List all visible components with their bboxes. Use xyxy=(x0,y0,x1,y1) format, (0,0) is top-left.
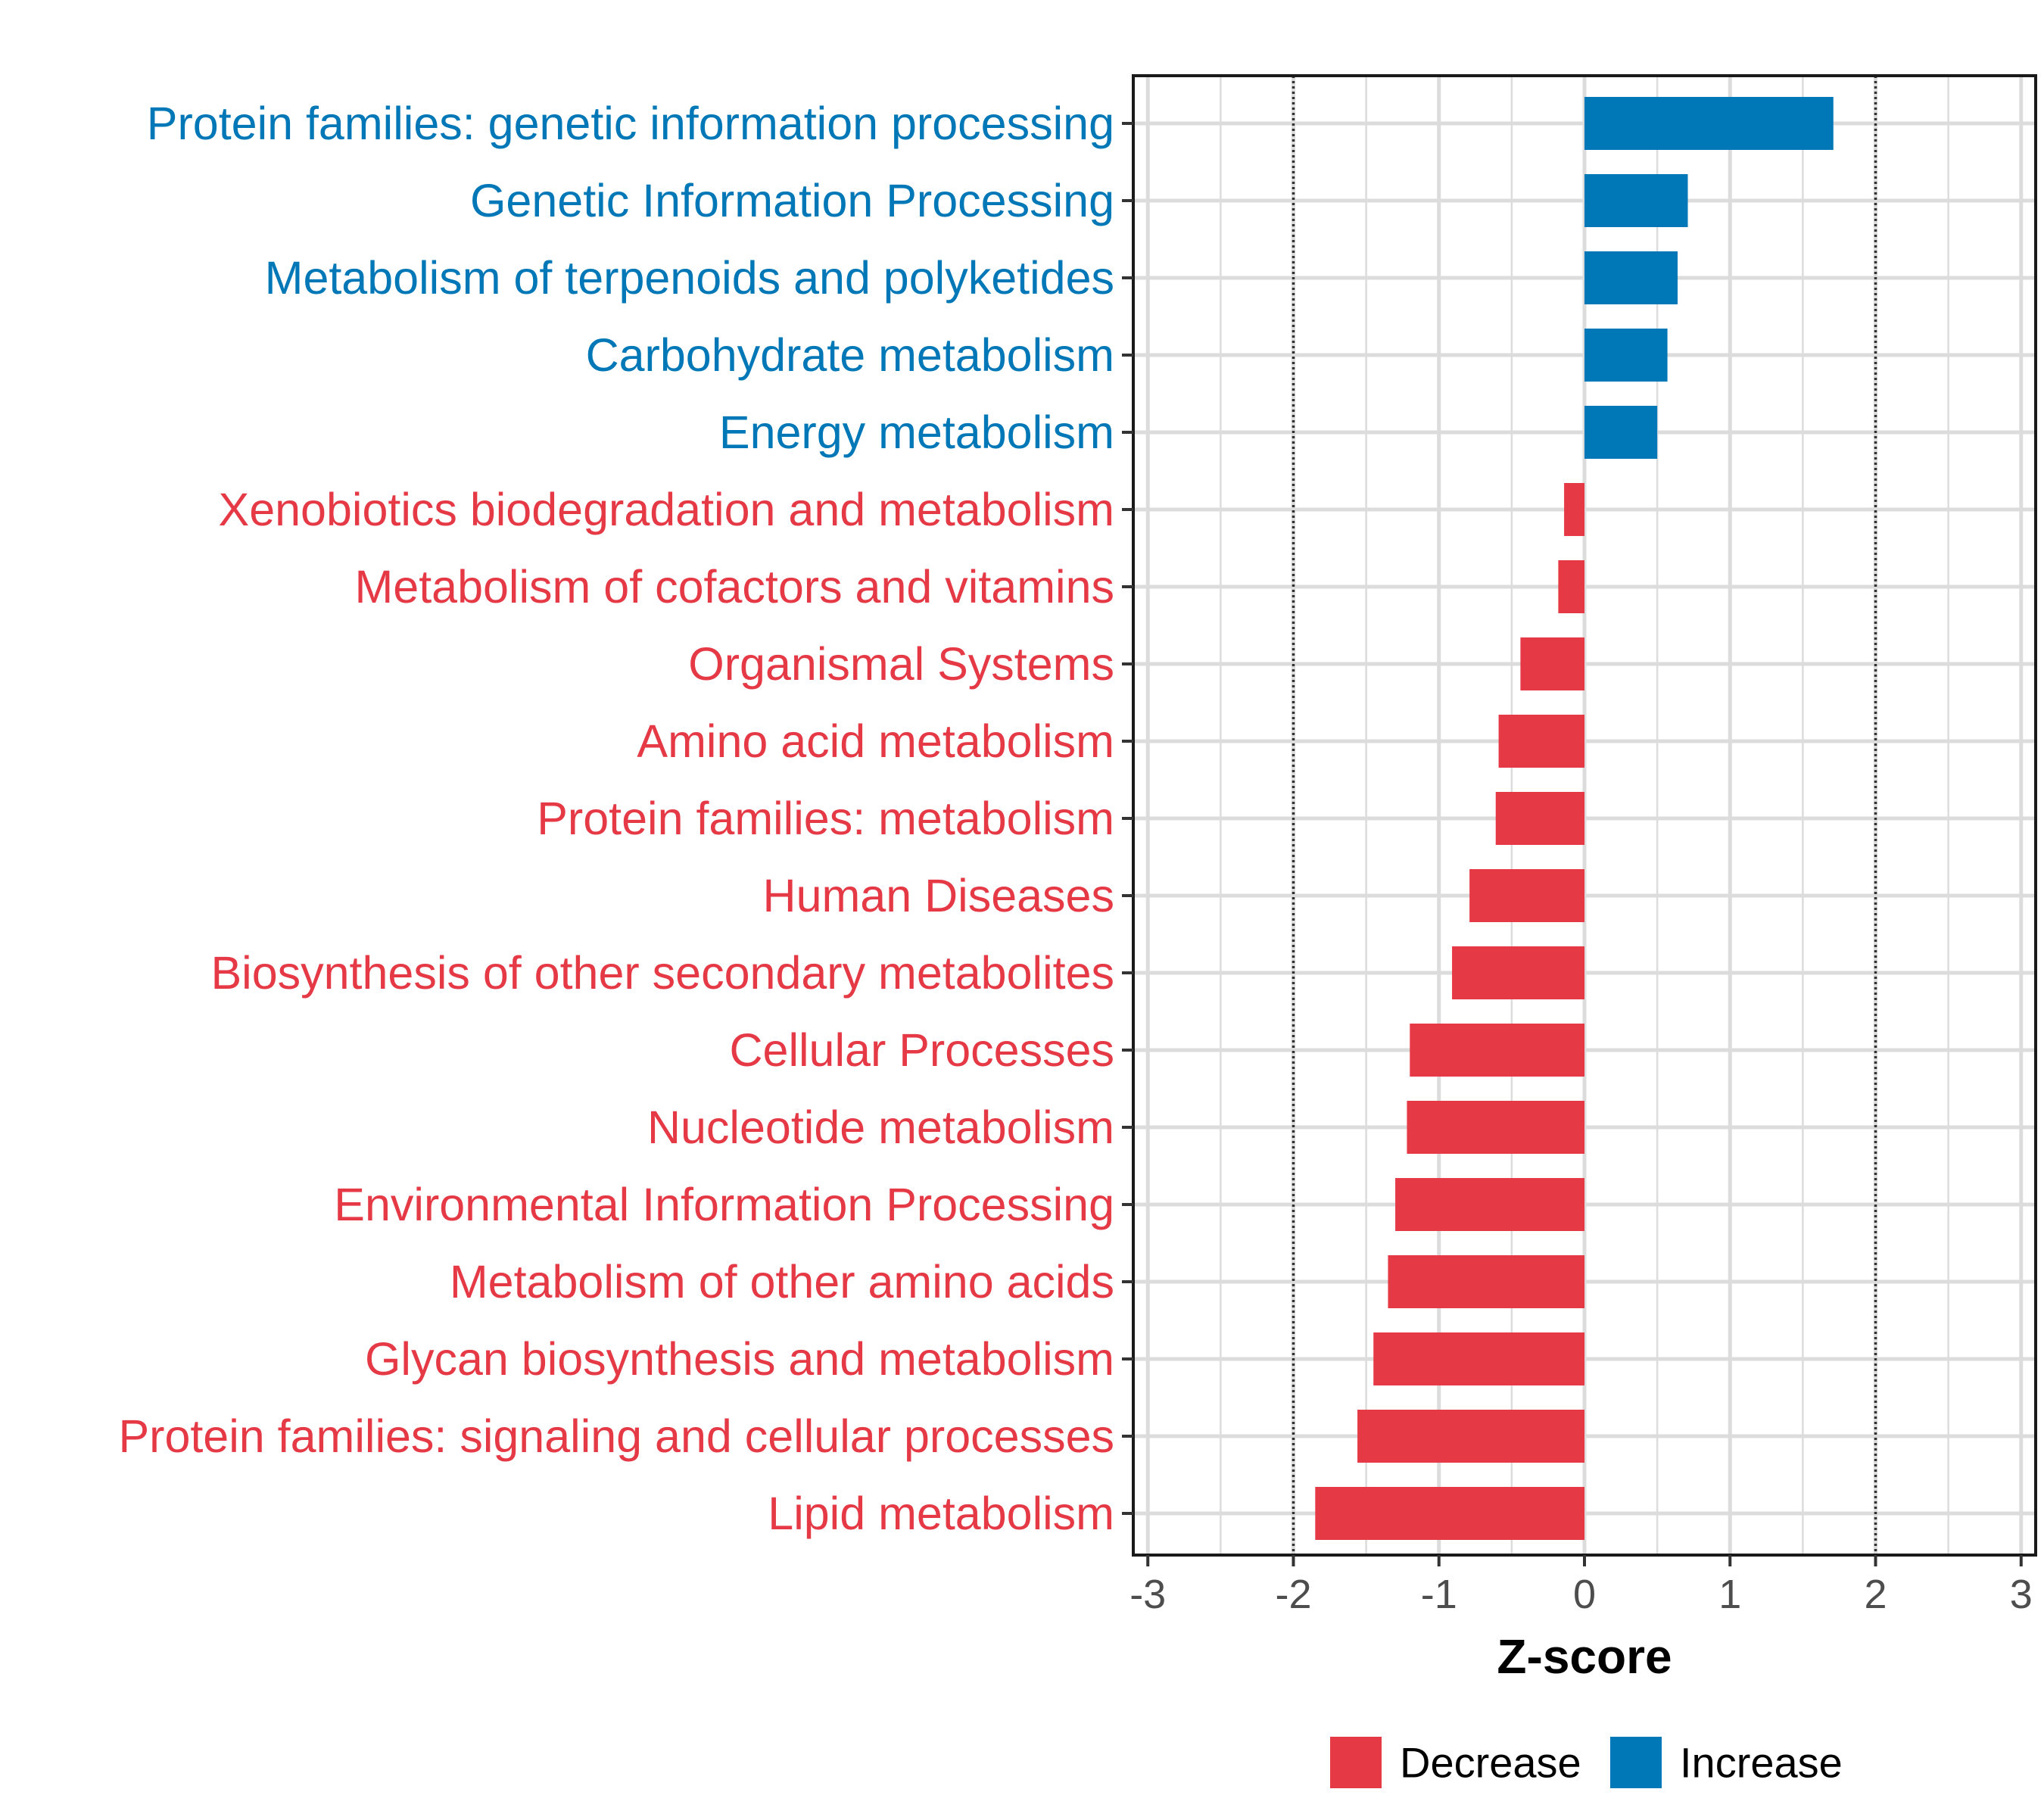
x-tick-label: 0 xyxy=(1573,1572,1596,1617)
bar xyxy=(1498,715,1584,768)
x-axis-title: Z-score xyxy=(1497,1629,1672,1684)
bar xyxy=(1388,1255,1584,1308)
bar xyxy=(1495,792,1584,845)
x-tick-label: -1 xyxy=(1421,1572,1457,1617)
legend-key xyxy=(1330,1737,1382,1788)
x-axis: -3 -2 -1 0 1 2 3 xyxy=(1129,1555,2033,1617)
category-label: Lipid metabolism xyxy=(768,1488,1114,1539)
category-label: Protein families: signaling and cellular… xyxy=(118,1410,1114,1462)
category-label: Glycan biosynthesis and metabolism xyxy=(365,1333,1114,1385)
bar xyxy=(1452,946,1584,999)
category-label: Environmental Information Processing xyxy=(334,1179,1114,1230)
category-label: Protein families: metabolism xyxy=(537,793,1114,844)
bar xyxy=(1357,1410,1584,1463)
y-axis: Protein families: genetic information pr… xyxy=(118,98,1133,1539)
x-tick-label: -3 xyxy=(1129,1572,1166,1617)
bar xyxy=(1584,97,1834,150)
bar xyxy=(1520,637,1584,690)
x-tick-label: 3 xyxy=(2010,1572,2033,1617)
bar xyxy=(1584,329,1668,382)
category-label: Protein families: genetic information pr… xyxy=(147,98,1114,149)
x-tick-label: 2 xyxy=(1864,1572,1887,1617)
bar xyxy=(1407,1101,1584,1154)
category-label: Biosynthesis of other secondary metaboli… xyxy=(210,947,1114,999)
bars xyxy=(1315,97,1834,1540)
category-label: Carbohydrate metabolism xyxy=(586,329,1114,381)
bar xyxy=(1395,1178,1584,1231)
category-label: Metabolism of terpenoids and polyketides xyxy=(265,252,1114,304)
category-label: Metabolism of other amino acids xyxy=(450,1256,1114,1307)
legend-label: Decrease xyxy=(1400,1739,1581,1787)
x-tick-label: -2 xyxy=(1275,1572,1311,1617)
bar xyxy=(1410,1024,1584,1077)
bar xyxy=(1558,560,1584,613)
category-label: Energy metabolism xyxy=(719,407,1114,458)
category-label: Cellular Processes xyxy=(729,1024,1114,1076)
category-label: Metabolism of cofactors and vitamins xyxy=(354,561,1114,612)
bar xyxy=(1373,1332,1584,1385)
category-label: Organismal Systems xyxy=(688,638,1114,690)
category-label: Nucleotide metabolism xyxy=(647,1102,1114,1153)
category-label: Human Diseases xyxy=(763,870,1114,921)
legend-key xyxy=(1610,1737,1662,1788)
legend-label: Increase xyxy=(1680,1739,1843,1787)
category-label: Xenobiotics biodegradation and metabolis… xyxy=(219,484,1114,535)
bar xyxy=(1564,483,1584,536)
category-label: Genetic Information Processing xyxy=(470,175,1114,226)
bar xyxy=(1584,251,1678,304)
category-label: Amino acid metabolism xyxy=(637,715,1114,767)
bar xyxy=(1315,1487,1584,1540)
legend: Decrease Increase xyxy=(1330,1737,1843,1788)
bar xyxy=(1584,406,1658,459)
bar xyxy=(1469,869,1584,922)
x-tick-label: 1 xyxy=(1718,1572,1741,1617)
bar xyxy=(1584,174,1688,227)
